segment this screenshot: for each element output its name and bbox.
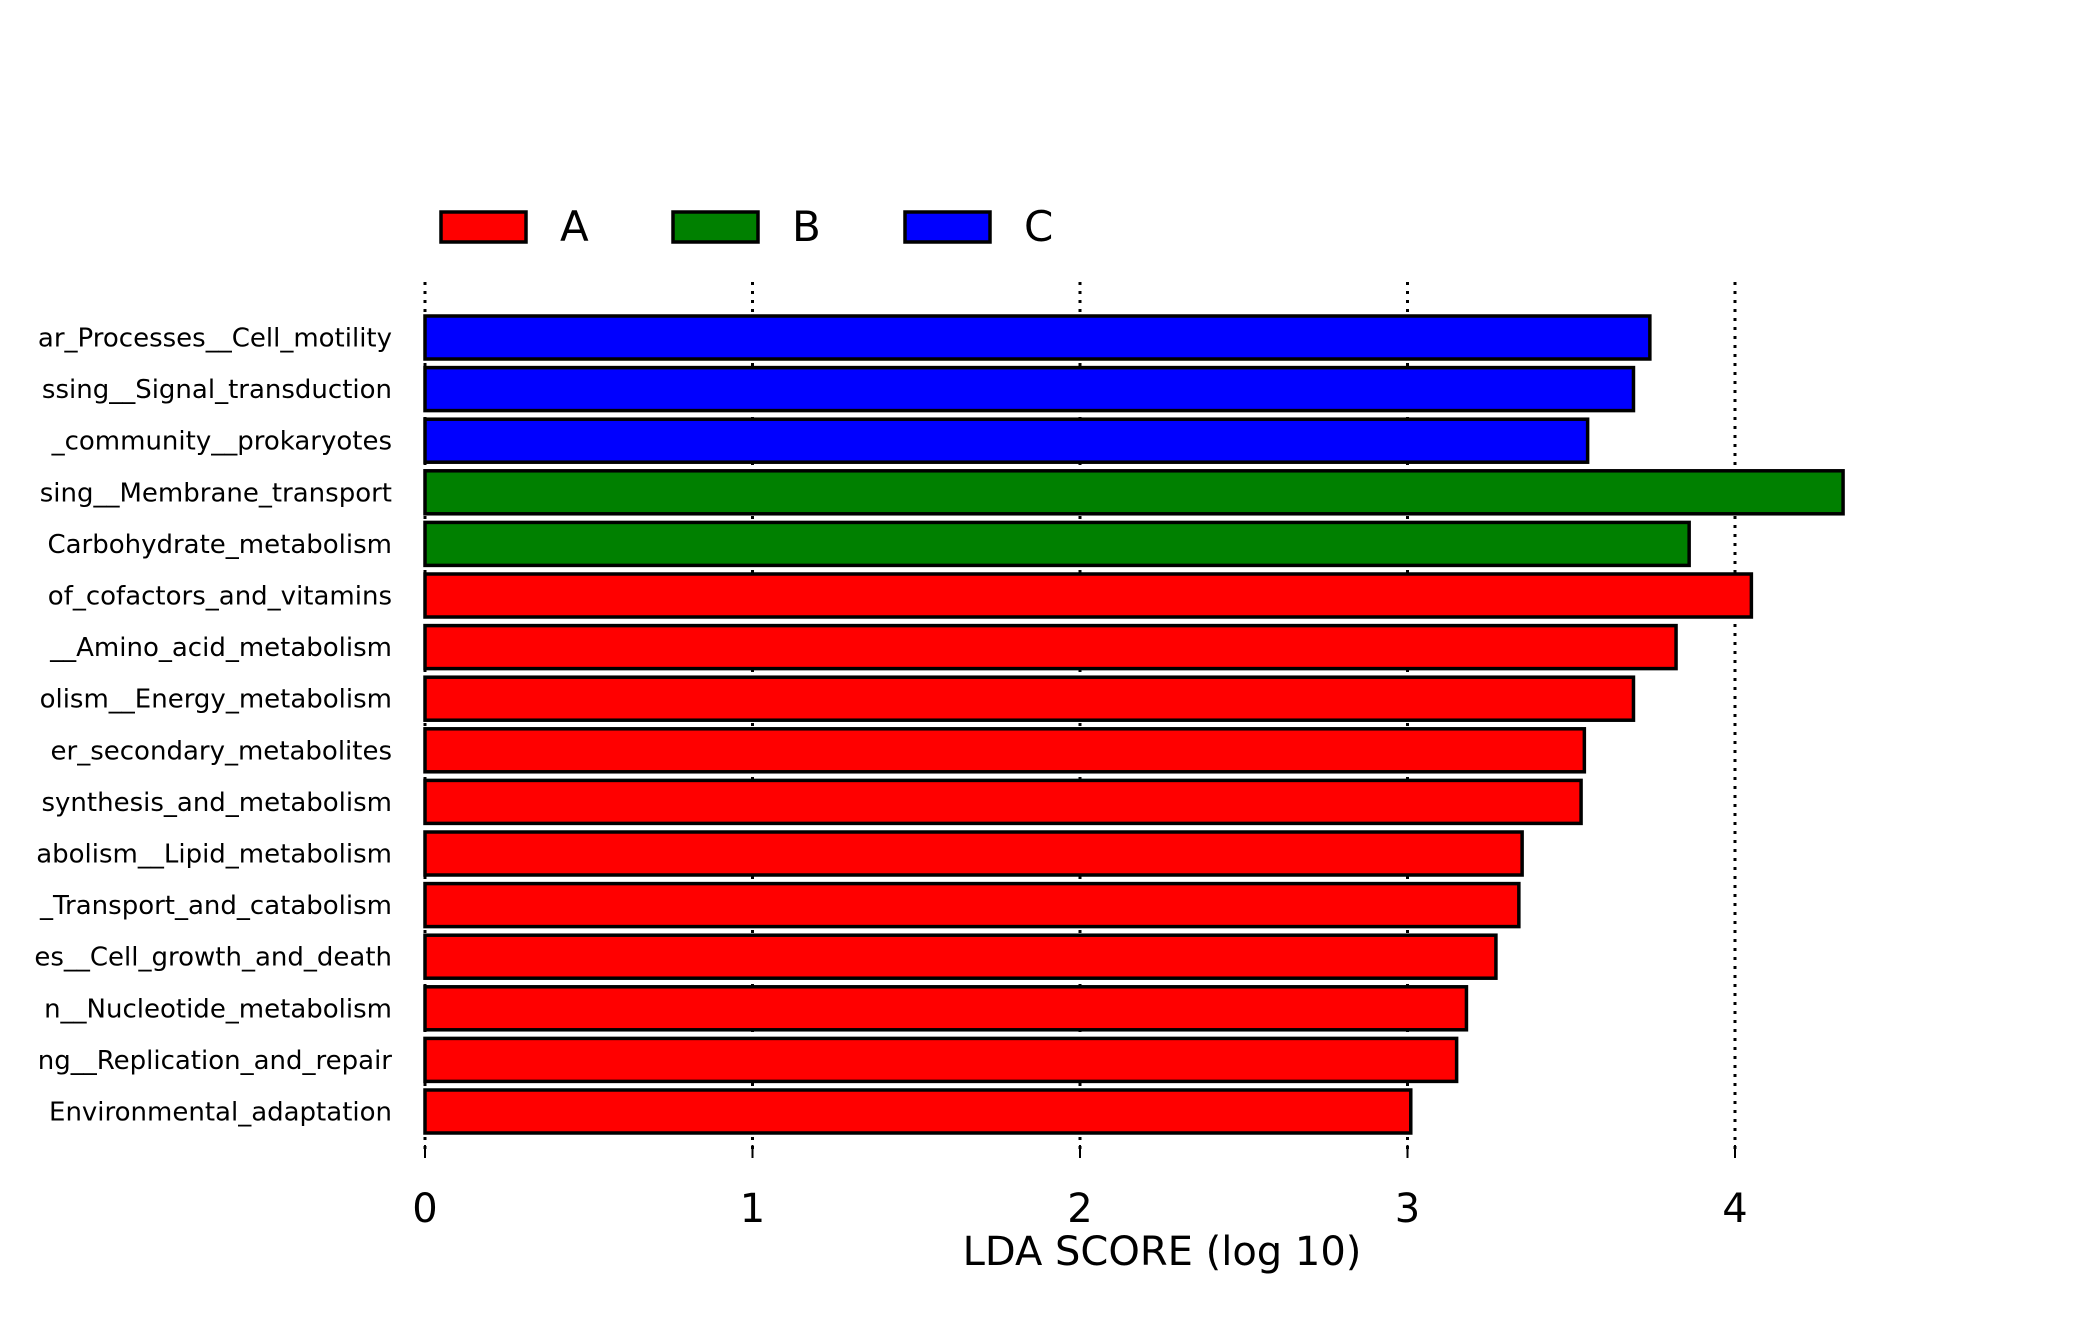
x-axis-ticks: 0 1 2 3 4: [412, 1145, 1748, 1232]
legend-swatch-A: [439, 210, 528, 244]
category-label-11: abolism__Lipid_metabolism: [36, 840, 392, 870]
x-tick-label-4: 4: [1722, 1186, 1747, 1232]
bar-6: [423, 572, 1754, 619]
category-label-2: ssing__Signal_transduction: [42, 375, 392, 405]
bar-16: [423, 1088, 1413, 1135]
legend-label-A: A: [560, 202, 589, 251]
bar-14: [423, 985, 1469, 1032]
legend: A B C: [439, 202, 1053, 251]
category-label-6: of_cofactors_and_vitamins: [48, 582, 392, 612]
legend-label-C: C: [1024, 202, 1053, 251]
legend-swatch-C: [903, 210, 992, 244]
bar-8: [423, 675, 1636, 722]
bars: [423, 314, 1845, 1135]
category-label-3: _community__prokaryotes: [51, 427, 392, 457]
category-label-15: ng__Replication_and_repair: [38, 1046, 393, 1076]
x-tick-label-3: 3: [1395, 1186, 1420, 1232]
bar-7: [423, 623, 1678, 671]
category-label-16: Environmental_adaptation: [49, 1098, 392, 1128]
x-tick-label-1: 1: [740, 1186, 765, 1232]
category-label-7: __Amino_acid_metabolism: [49, 633, 392, 663]
category-label-12: _Transport_and_catabolism: [39, 891, 392, 921]
bar-15: [423, 1036, 1459, 1084]
legend-label-B: B: [792, 202, 821, 251]
bar-13: [423, 933, 1498, 980]
category-label-4: sing__Membrane_transport: [40, 478, 392, 508]
x-tick-label-0: 0: [412, 1186, 437, 1232]
category-label-14: n__Nucleotide_metabolism: [44, 994, 392, 1024]
category-labels: ar_Processes__Cell_motility ssing__Signal…: [34, 324, 392, 1128]
bar-4: [423, 469, 1845, 516]
category-label-5: Carbohydrate_metabolism: [47, 530, 392, 560]
category-label-10: synthesis_and_metabolism: [42, 788, 393, 818]
legend-swatch-B: [671, 210, 760, 244]
bar-2: [423, 365, 1636, 413]
bar-10: [423, 778, 1583, 826]
bar-3: [423, 417, 1590, 464]
category-label-9: er_secondary_metabolites: [51, 736, 392, 766]
bar-11: [423, 830, 1524, 877]
category-label-8: olism__Energy_metabolism: [40, 685, 392, 715]
category-label-1: ar_Processes__Cell_motility: [38, 324, 392, 354]
x-axis-title: LDA SCORE (log 10): [963, 1229, 1362, 1275]
category-label-13: es__Cell_growth_and_death: [34, 943, 392, 973]
bar-12: [423, 881, 1521, 929]
bar-5: [423, 520, 1691, 568]
bar-9: [423, 727, 1587, 774]
x-tick-label-2: 2: [1067, 1186, 1092, 1232]
bar-1: [423, 314, 1652, 361]
